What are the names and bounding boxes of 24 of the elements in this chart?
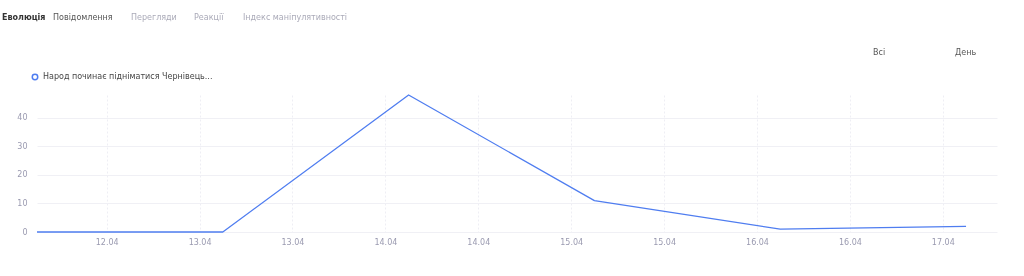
x-tick-label: 16.04 — [746, 237, 769, 247]
y-tick-label: 10 — [17, 198, 28, 208]
x-tick-label: 14.04 — [467, 237, 491, 247]
x-tick-label: 16.04 — [838, 237, 862, 247]
text: Всі — [873, 48, 886, 57]
y-tick-label: 20 — [17, 170, 28, 180]
legend-label: Народ починає підніматися Чернівець... — [43, 72, 213, 81]
x-tick-label: 17.04 — [931, 237, 955, 247]
text: День — [955, 48, 977, 57]
text: Перегляди — [131, 13, 177, 22]
y-tick-label: 30 — [17, 141, 28, 151]
text: Повідомлення — [53, 13, 113, 22]
x-tick-label: 15.04 — [560, 237, 584, 247]
x-tick-label: 15.04 — [653, 237, 677, 247]
x-tick-label: 13.04 — [281, 237, 305, 247]
y-tick-label: 0 — [22, 227, 28, 237]
text: Індекс маніпулятивності — [243, 13, 348, 22]
y-tick-label: 40 — [17, 113, 28, 123]
x-tick-label: 13.04 — [188, 237, 212, 247]
x-tick-label: 12.04 — [95, 237, 119, 247]
x-tick-label: 14.04 — [374, 237, 398, 247]
text: Еволюція — [2, 12, 46, 22]
line-series — [36, 94, 967, 233]
text: Реакції — [194, 13, 225, 22]
